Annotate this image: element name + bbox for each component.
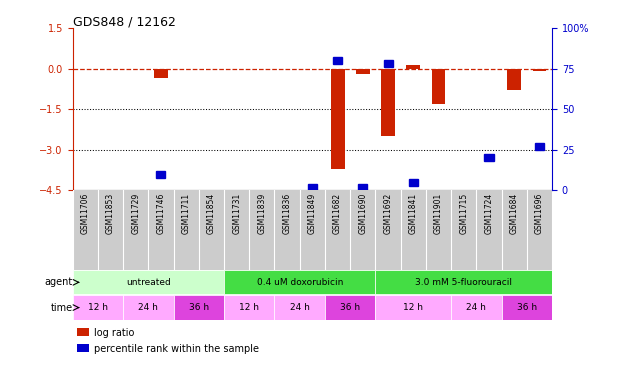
- Text: GSM11696: GSM11696: [535, 193, 544, 234]
- Bar: [174, 296, 224, 320]
- Bar: [358, 184, 367, 190]
- Text: GSM11715: GSM11715: [459, 193, 468, 234]
- Text: log ratio: log ratio: [94, 328, 134, 338]
- Text: GSM11853: GSM11853: [106, 193, 115, 234]
- Text: percentile rank within the sample: percentile rank within the sample: [94, 344, 259, 354]
- Bar: [331, 69, 345, 169]
- Text: 12 h: 12 h: [88, 303, 108, 312]
- Text: GSM11690: GSM11690: [358, 193, 367, 234]
- Bar: [333, 57, 342, 64]
- Text: GSM11706: GSM11706: [81, 193, 90, 234]
- Bar: [507, 69, 521, 90]
- Bar: [502, 296, 552, 320]
- Bar: [224, 296, 274, 320]
- Bar: [156, 171, 165, 178]
- Bar: [154, 69, 168, 78]
- Text: GSM11746: GSM11746: [156, 193, 165, 234]
- Text: GSM11836: GSM11836: [283, 193, 292, 234]
- Text: GSM11682: GSM11682: [333, 193, 342, 234]
- Bar: [73, 270, 224, 294]
- Bar: [485, 154, 493, 162]
- Text: GSM11711: GSM11711: [182, 193, 191, 234]
- Bar: [308, 184, 317, 190]
- Text: untreated: untreated: [126, 278, 170, 287]
- Text: 24 h: 24 h: [290, 303, 310, 312]
- Text: 24 h: 24 h: [466, 303, 487, 312]
- Bar: [123, 296, 174, 320]
- Text: GSM11901: GSM11901: [434, 193, 443, 234]
- Bar: [535, 143, 544, 150]
- Bar: [406, 64, 420, 69]
- Text: GSM11684: GSM11684: [510, 193, 519, 234]
- Bar: [78, 328, 90, 336]
- Bar: [325, 296, 375, 320]
- Text: GSM11839: GSM11839: [257, 193, 266, 234]
- Bar: [224, 270, 375, 294]
- Text: 0.4 uM doxorubicin: 0.4 uM doxorubicin: [257, 278, 343, 287]
- Bar: [356, 69, 370, 74]
- Text: 24 h: 24 h: [138, 303, 158, 312]
- Bar: [274, 296, 325, 320]
- Text: agent: agent: [44, 278, 73, 287]
- Bar: [375, 296, 451, 320]
- Text: GSM11731: GSM11731: [232, 193, 241, 234]
- Text: GDS848 / 12162: GDS848 / 12162: [73, 15, 175, 28]
- Text: time: time: [50, 303, 73, 313]
- Text: GSM11854: GSM11854: [207, 193, 216, 234]
- Bar: [375, 270, 552, 294]
- Text: GSM11724: GSM11724: [485, 193, 493, 234]
- Bar: [432, 69, 445, 104]
- Text: 36 h: 36 h: [340, 303, 360, 312]
- Text: GSM11692: GSM11692: [384, 193, 392, 234]
- Text: GSM11849: GSM11849: [308, 193, 317, 234]
- Text: 36 h: 36 h: [517, 303, 537, 312]
- Bar: [73, 296, 123, 320]
- Bar: [451, 296, 502, 320]
- Text: 3.0 mM 5-fluorouracil: 3.0 mM 5-fluorouracil: [415, 278, 512, 287]
- Bar: [384, 60, 392, 68]
- Text: GSM11729: GSM11729: [131, 193, 140, 234]
- Bar: [381, 69, 395, 136]
- Text: 36 h: 36 h: [189, 303, 209, 312]
- Text: 12 h: 12 h: [403, 303, 423, 312]
- Text: GSM11841: GSM11841: [409, 193, 418, 234]
- Bar: [78, 344, 90, 352]
- Bar: [533, 69, 546, 71]
- Bar: [409, 179, 418, 186]
- Text: 12 h: 12 h: [239, 303, 259, 312]
